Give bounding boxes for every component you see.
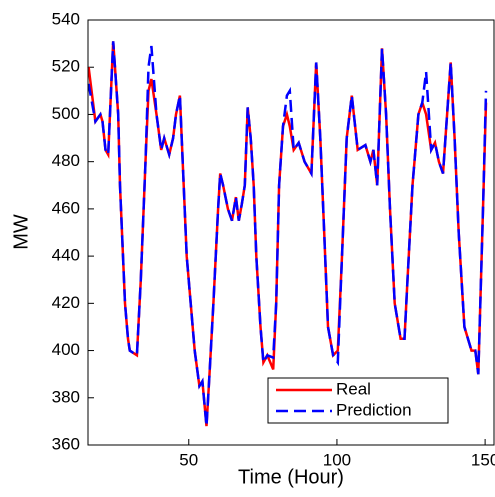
y-tick-label: 440 [52, 246, 80, 265]
legend-label: Real [336, 379, 371, 398]
plot-frame [87, 19, 495, 446]
y-tick-label: 420 [52, 293, 80, 312]
y-axis-label: MW [10, 214, 32, 250]
y-tick-label: 380 [52, 387, 80, 406]
y-tick-label: 460 [52, 198, 80, 217]
x-tick-label: 150 [471, 450, 495, 469]
y-tick-label: 540 [52, 9, 80, 28]
y-tick-label: 520 [52, 57, 80, 76]
x-tick-label: 50 [179, 450, 198, 469]
y-tick-label: 400 [52, 340, 80, 359]
series-line [87, 41, 488, 427]
legend-box [267, 377, 449, 424]
x-tick-label: 100 [323, 450, 351, 469]
y-tick-label: 480 [52, 151, 80, 170]
x-axis-label: Time (Hour) [238, 466, 344, 488]
legend-label: Prediction [336, 400, 412, 419]
y-tick-label: 360 [52, 434, 80, 453]
y-tick-label: 500 [52, 104, 80, 123]
